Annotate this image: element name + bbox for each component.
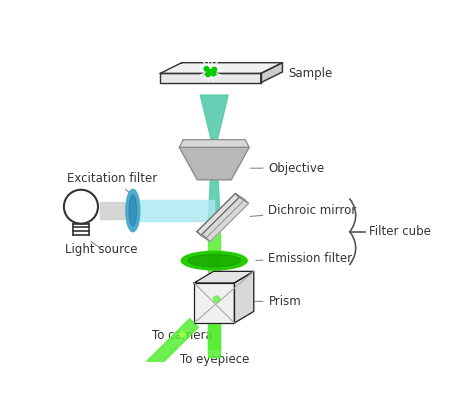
Polygon shape: [179, 140, 249, 147]
Polygon shape: [137, 200, 214, 221]
Text: Excitation filter: Excitation filter: [67, 172, 157, 196]
Polygon shape: [197, 232, 210, 241]
Polygon shape: [160, 74, 261, 83]
Polygon shape: [194, 271, 254, 283]
Text: Dichroic mirror: Dichroic mirror: [250, 204, 357, 217]
Ellipse shape: [126, 189, 140, 232]
Ellipse shape: [188, 254, 241, 267]
Polygon shape: [208, 226, 220, 349]
Text: Objective: Objective: [250, 162, 325, 175]
Text: To eyepiece: To eyepiece: [180, 352, 249, 365]
Polygon shape: [160, 63, 283, 74]
Circle shape: [206, 72, 210, 77]
Ellipse shape: [129, 195, 137, 226]
Text: Light source: Light source: [65, 241, 138, 256]
Polygon shape: [197, 193, 245, 238]
Polygon shape: [197, 193, 239, 235]
Polygon shape: [147, 319, 199, 370]
Circle shape: [212, 67, 217, 72]
Text: Sample: Sample: [264, 67, 332, 80]
Circle shape: [213, 296, 219, 302]
Text: Prism: Prism: [254, 295, 301, 308]
Circle shape: [208, 70, 213, 74]
Polygon shape: [179, 147, 249, 180]
Polygon shape: [235, 271, 254, 323]
Polygon shape: [100, 202, 128, 219]
Polygon shape: [206, 199, 248, 241]
Polygon shape: [201, 95, 228, 140]
Text: Emission filter: Emission filter: [256, 252, 353, 265]
Polygon shape: [236, 193, 248, 204]
Text: To camera: To camera: [152, 329, 213, 342]
Circle shape: [180, 332, 185, 337]
Ellipse shape: [182, 252, 247, 270]
Circle shape: [211, 71, 216, 76]
Polygon shape: [194, 283, 235, 323]
Polygon shape: [201, 197, 248, 241]
Polygon shape: [208, 180, 220, 226]
Polygon shape: [261, 63, 283, 83]
Circle shape: [204, 67, 209, 71]
Text: Filter cube: Filter cube: [369, 225, 431, 238]
Polygon shape: [208, 323, 220, 357]
